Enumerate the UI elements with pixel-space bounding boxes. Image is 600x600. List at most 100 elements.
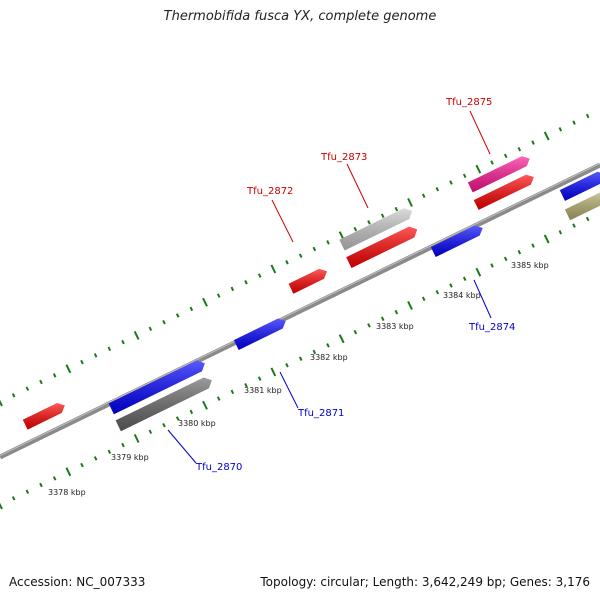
tick-mark <box>449 180 453 185</box>
tick-mark <box>121 339 125 345</box>
tick-mark <box>93 353 98 358</box>
map-title: Thermobifida fusca YX, complete genome <box>163 9 437 24</box>
leader-tfu-2870 <box>167 429 197 464</box>
tick-mark <box>421 193 426 199</box>
tick-mark <box>202 400 208 410</box>
tick-mark <box>326 343 330 348</box>
tick-mark <box>462 276 467 282</box>
gene-label-tfu-2874: Tfu_2874 <box>468 322 515 333</box>
gene-feature-shading <box>233 318 286 350</box>
genome-backbone-highlight <box>0 163 600 456</box>
gene-feature-shading <box>559 171 600 201</box>
tick-mark <box>244 383 248 388</box>
gene-label-tfu-2870: Tfu_2870 <box>195 462 242 473</box>
tick-mark <box>25 489 30 494</box>
tick-mark <box>189 409 194 415</box>
tick-mark <box>490 263 494 268</box>
tick-mark <box>107 346 112 352</box>
tick-mark <box>175 416 180 421</box>
gene-feature-shading <box>467 156 530 193</box>
tick-mark <box>338 334 345 344</box>
tick-mark <box>490 160 494 165</box>
tick-mark <box>394 206 399 212</box>
tick-mark <box>572 223 576 228</box>
tick-mark <box>216 293 221 298</box>
gene-label-tfu-2872: Tfu_2872 <box>246 186 293 197</box>
tick-mark <box>503 153 508 159</box>
tick-mark <box>230 389 235 395</box>
tick-mark <box>216 396 221 401</box>
tick-mark <box>449 283 453 288</box>
tick-mark <box>11 393 16 398</box>
tick-track-lower <box>0 216 590 510</box>
tick-mark <box>244 280 248 285</box>
tick-mark <box>162 319 166 325</box>
tick-mark <box>52 373 57 378</box>
leader-tfu-2875 <box>469 110 491 155</box>
gene-feature-shading <box>473 174 534 210</box>
tick-mark <box>312 246 317 252</box>
tick-mark <box>517 249 522 255</box>
tick-mark <box>285 260 289 265</box>
tick-mark <box>270 264 277 274</box>
tick-mark <box>148 429 153 435</box>
tick-mark <box>475 267 482 277</box>
tick-mark <box>543 234 550 244</box>
tick-mark <box>285 363 289 368</box>
tick-mark <box>353 329 358 335</box>
tick-mark <box>503 256 508 262</box>
tick-mark <box>585 216 590 222</box>
tick-mark <box>148 326 153 332</box>
kbp-label: 3383 kbp <box>376 322 414 331</box>
tick-mark <box>80 359 84 365</box>
tick-mark <box>80 462 84 468</box>
tick-mark <box>175 313 180 318</box>
gene-feature-shading <box>339 208 413 251</box>
leader-tfu-2871 <box>279 371 299 409</box>
accession-label: Accession: NC_007333 <box>9 575 146 589</box>
tick-mark <box>558 127 563 132</box>
kbp-label: 3382 kbp <box>310 353 348 362</box>
tick-mark <box>230 286 235 292</box>
kbp-label: 3378 kbp <box>48 488 86 497</box>
gene-feature-shading <box>564 192 600 221</box>
tick-mark <box>202 297 208 307</box>
tick-mark <box>162 422 166 428</box>
kbp-label: 3384 kbp <box>443 291 481 300</box>
genome-summary: Topology: circular; Length: 3,642,249 bp… <box>260 575 590 589</box>
tick-mark <box>572 120 576 125</box>
tick-mark <box>257 376 262 381</box>
tick-mark <box>107 449 112 455</box>
tick-mark <box>407 300 413 310</box>
genome-backbone <box>0 162 600 460</box>
tick-mark <box>380 316 385 322</box>
tick-mark <box>435 186 440 192</box>
tick-mark <box>531 243 535 248</box>
kbp-label: 3380 kbp <box>178 419 216 428</box>
tick-mark <box>407 197 413 207</box>
kbp-label: 3385 kbp <box>511 261 549 270</box>
tick-mark <box>133 433 140 443</box>
tick-mark <box>558 230 563 235</box>
tick-mark <box>298 253 303 258</box>
tick-mark <box>367 323 371 328</box>
tick-mark <box>543 131 550 141</box>
kbp-label: 3379 kbp <box>111 453 149 462</box>
tick-mark <box>257 273 262 278</box>
gene-feature-shading <box>430 225 483 257</box>
tick-mark <box>353 226 358 232</box>
tick-mark <box>189 306 194 312</box>
leader-tfu-2874 <box>473 279 492 319</box>
tick-mark <box>298 356 303 361</box>
tick-mark <box>39 379 43 385</box>
tick-mark <box>11 496 16 501</box>
tick-mark <box>65 364 72 374</box>
gene-feature-shading <box>288 268 327 294</box>
tick-mark <box>380 213 385 219</box>
tick-mark <box>435 289 440 295</box>
tick-mark <box>585 113 590 119</box>
tick-mark <box>475 164 482 174</box>
tick-mark <box>270 367 277 377</box>
tick-mark <box>65 467 72 477</box>
tick-mark <box>133 330 140 340</box>
